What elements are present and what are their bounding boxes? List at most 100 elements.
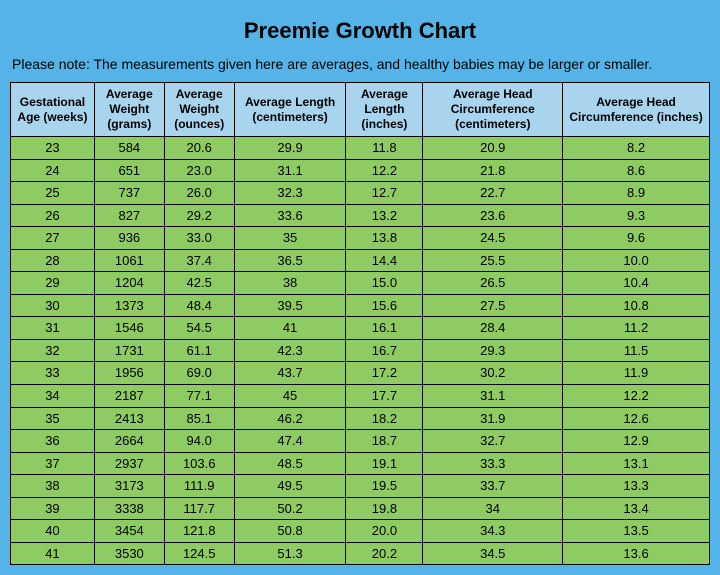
table-cell: 37.4 <box>164 249 234 272</box>
table-cell: 36.5 <box>234 249 346 272</box>
table-row: 372937103.648.519.133.313.1 <box>11 452 710 475</box>
table-cell: 43.7 <box>234 362 346 385</box>
table-cell: 34.3 <box>423 520 563 543</box>
table-cell: 49.5 <box>234 475 346 498</box>
table-cell: 35 <box>234 227 346 250</box>
table-row: 413530124.551.320.234.513.6 <box>11 542 710 565</box>
table-cell: 33 <box>11 362 95 385</box>
growth-table: Gestational Age (weeks) Average Weight (… <box>10 82 710 565</box>
table-cell: 2413 <box>94 407 164 430</box>
table-cell: 1731 <box>94 339 164 362</box>
table-cell: 42.5 <box>164 272 234 295</box>
table-cell: 50.2 <box>234 497 346 520</box>
table-row: 383173111.949.519.533.713.3 <box>11 475 710 498</box>
table-cell: 3454 <box>94 520 164 543</box>
table-cell: 32 <box>11 339 95 362</box>
table-cell: 13.4 <box>563 497 710 520</box>
table-cell: 26.5 <box>423 272 563 295</box>
table-cell: 32.3 <box>234 182 346 205</box>
col-header: Gestational Age (weeks) <box>11 83 95 137</box>
table-cell: 117.7 <box>164 497 234 520</box>
table-cell: 94.0 <box>164 430 234 453</box>
table-cell: 39 <box>11 497 95 520</box>
table-cell: 47.4 <box>234 430 346 453</box>
table-cell: 85.1 <box>164 407 234 430</box>
page-note: Please note: The measurements given here… <box>10 52 710 82</box>
table-cell: 33.3 <box>423 452 563 475</box>
table-cell: 11.9 <box>563 362 710 385</box>
table-cell: 20.0 <box>346 520 423 543</box>
table-cell: 24 <box>11 159 95 182</box>
table-cell: 28.4 <box>423 317 563 340</box>
table-cell: 20.6 <box>164 137 234 160</box>
table-cell: 30 <box>11 294 95 317</box>
table-cell: 10.8 <box>563 294 710 317</box>
table-cell: 23.6 <box>423 204 563 227</box>
table-header-row: Gestational Age (weeks) Average Weight (… <box>11 83 710 137</box>
table-cell: 21.8 <box>423 159 563 182</box>
table-cell: 3530 <box>94 542 164 565</box>
table-cell: 9.6 <box>563 227 710 250</box>
table-cell: 1546 <box>94 317 164 340</box>
table-cell: 20.2 <box>346 542 423 565</box>
table-cell: 33.6 <box>234 204 346 227</box>
table-cell: 40 <box>11 520 95 543</box>
table-cell: 11.8 <box>346 137 423 160</box>
table-cell: 29.9 <box>234 137 346 160</box>
table-cell: 1204 <box>94 272 164 295</box>
table-row: 2682729.233.613.223.69.3 <box>11 204 710 227</box>
table-cell: 19.5 <box>346 475 423 498</box>
table-cell: 103.6 <box>164 452 234 475</box>
table-cell: 13.2 <box>346 204 423 227</box>
table-cell: 22.7 <box>423 182 563 205</box>
table-row: 2793633.03513.824.59.6 <box>11 227 710 250</box>
table-row: 36266494.047.418.732.712.9 <box>11 430 710 453</box>
table-cell: 29 <box>11 272 95 295</box>
table-cell: 13.6 <box>563 542 710 565</box>
table-cell: 34 <box>423 497 563 520</box>
table-row: 28106137.436.514.425.510.0 <box>11 249 710 272</box>
table-cell: 38 <box>11 475 95 498</box>
table-cell: 61.1 <box>164 339 234 362</box>
table-cell: 31.9 <box>423 407 563 430</box>
table-cell: 1061 <box>94 249 164 272</box>
table-cell: 15.0 <box>346 272 423 295</box>
table-cell: 17.7 <box>346 385 423 408</box>
table-cell: 827 <box>94 204 164 227</box>
table-row: 2573726.032.312.722.78.9 <box>11 182 710 205</box>
table-cell: 50.8 <box>234 520 346 543</box>
table-cell: 18.7 <box>346 430 423 453</box>
table-row: 403454121.850.820.034.313.5 <box>11 520 710 543</box>
table-cell: 3173 <box>94 475 164 498</box>
table-cell: 3338 <box>94 497 164 520</box>
table-cell: 30.2 <box>423 362 563 385</box>
table-cell: 13.3 <box>563 475 710 498</box>
table-cell: 31.1 <box>234 159 346 182</box>
table-cell: 2937 <box>94 452 164 475</box>
table-cell: 737 <box>94 182 164 205</box>
table-cell: 2664 <box>94 430 164 453</box>
table-cell: 77.1 <box>164 385 234 408</box>
table-cell: 25 <box>11 182 95 205</box>
table-cell: 41 <box>11 542 95 565</box>
table-cell: 14.4 <box>346 249 423 272</box>
chart-page: Preemie Growth Chart Please note: The me… <box>0 0 720 575</box>
col-header: Average Weight (grams) <box>94 83 164 137</box>
table-cell: 25.5 <box>423 249 563 272</box>
table-cell: 121.8 <box>164 520 234 543</box>
table-cell: 12.2 <box>346 159 423 182</box>
table-cell: 48.5 <box>234 452 346 475</box>
table-cell: 584 <box>94 137 164 160</box>
table-cell: 26 <box>11 204 95 227</box>
table-cell: 33.0 <box>164 227 234 250</box>
table-cell: 19.1 <box>346 452 423 475</box>
table-cell: 12.9 <box>563 430 710 453</box>
table-cell: 651 <box>94 159 164 182</box>
table-cell: 35 <box>11 407 95 430</box>
table-cell: 51.3 <box>234 542 346 565</box>
table-cell: 23 <box>11 137 95 160</box>
table-cell: 16.7 <box>346 339 423 362</box>
table-cell: 41 <box>234 317 346 340</box>
table-cell: 38 <box>234 272 346 295</box>
table-cell: 31 <box>11 317 95 340</box>
